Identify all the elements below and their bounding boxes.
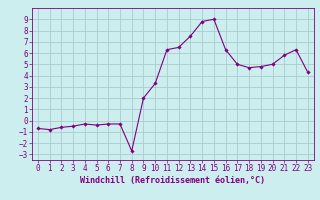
X-axis label: Windchill (Refroidissement éolien,°C): Windchill (Refroidissement éolien,°C) xyxy=(80,176,265,185)
